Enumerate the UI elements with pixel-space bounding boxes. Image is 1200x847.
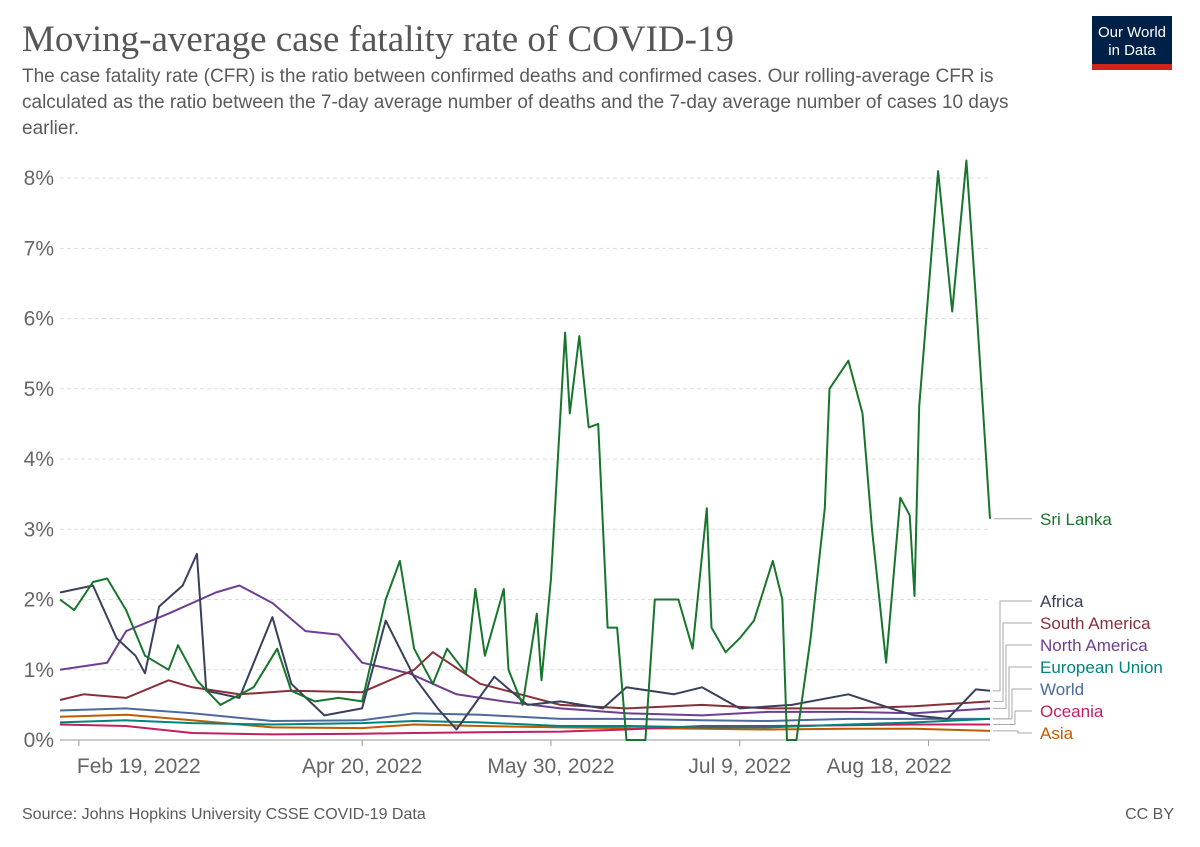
x-tick-label: Apr 20, 2022 — [302, 755, 422, 778]
label-connector — [993, 710, 1032, 726]
y-tick-label: 4% — [24, 448, 54, 471]
series-line-sri-lanka[interactable] — [59, 159, 991, 741]
label-connector — [993, 666, 1032, 720]
series-label-asia[interactable]: Asia — [1040, 724, 1074, 743]
chart-subtitle: The case fatality rate (CFR) is the rati… — [22, 66, 1009, 139]
series-label-world[interactable]: World — [1040, 680, 1084, 699]
logo-text-line2: in Data — [1108, 42, 1156, 59]
x-tick-label: May 30, 2022 — [487, 755, 614, 778]
y-tick-label: 2% — [24, 589, 54, 612]
series-line-european-union[interactable] — [59, 717, 991, 729]
logo-text-line1: Our World — [1097, 24, 1167, 41]
y-tick-label: 8% — [24, 167, 54, 190]
x-tick-label: Aug 18, 2022 — [827, 755, 952, 778]
series-labels: Asia Oceania World European Union North Amer… — [993, 510, 1163, 743]
y-tick-label: 7% — [24, 237, 54, 260]
series-line-africa[interactable] — [59, 552, 991, 731]
x-tick-label: Feb 19, 2022 — [77, 755, 201, 778]
series-label-north-america[interactable]: North America — [1040, 636, 1148, 655]
label-connector — [993, 688, 1032, 720]
chart-title: Moving-average case fatality rate of COV… — [22, 19, 734, 60]
series-line-world[interactable] — [59, 707, 990, 722]
x-tick-label: Jul 9, 2022 — [688, 755, 791, 778]
label-connector — [993, 644, 1032, 709]
logo-accent-bar — [1092, 64, 1172, 70]
y-tick-label: 5% — [24, 378, 54, 401]
series-label-africa[interactable]: Africa — [1040, 592, 1084, 611]
license-link[interactable]: CC BY — [1125, 806, 1174, 823]
y-tick-label: 0% — [24, 729, 54, 752]
owid-logo[interactable]: Our World in Data — [1092, 16, 1172, 70]
label-connector — [993, 622, 1032, 702]
series-label-european-union[interactable]: European Union — [1040, 658, 1163, 677]
source-note[interactable]: Source: Johns Hopkins University CSSE CO… — [22, 806, 426, 823]
y-tick-label: 1% — [24, 659, 54, 682]
y-tick-label: 3% — [24, 518, 54, 541]
series-label-sri-lanka[interactable]: Sri Lanka — [1040, 510, 1112, 529]
y-axis-ticks: 0% 1% 2% 3% 4% 5% 6% 7% 8% — [24, 167, 54, 752]
label-connector — [993, 730, 1032, 734]
x-axis-ticks: Feb 19, 2022 Apr 20, 2022 May 30, 2022 Jul … — [60, 739, 990, 778]
grid-lines — [60, 177, 990, 741]
series-label-south-america[interactable]: South America — [1040, 614, 1151, 633]
y-tick-label: 6% — [24, 308, 54, 331]
series-label-oceania[interactable]: Oceania — [1040, 702, 1104, 721]
series-line-north-america[interactable] — [59, 584, 991, 717]
series-line-south-america[interactable] — [59, 651, 991, 710]
series-line-asia[interactable] — [59, 713, 991, 732]
label-connector — [993, 600, 1032, 692]
series-lines — [59, 159, 991, 741]
